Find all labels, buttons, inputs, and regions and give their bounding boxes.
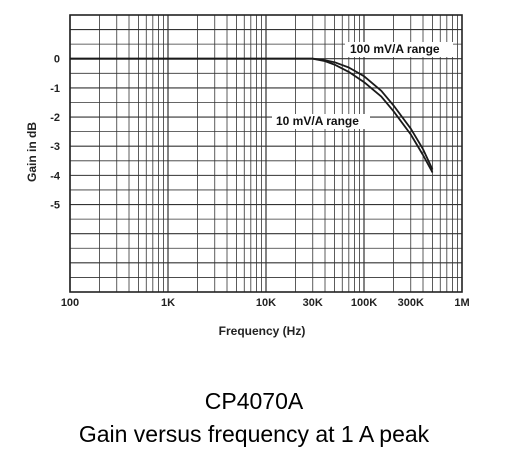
plot-frame [69, 14, 463, 293]
annotation-100mv-range: 100 mV/A range [350, 42, 440, 56]
annot-100mv-bg [345, 42, 453, 57]
x-tick-label: 100K [351, 297, 377, 309]
series-line-100mv [70, 57, 434, 170]
x-tick-label: 1K [161, 297, 175, 309]
x-tick-label: 1M [454, 297, 469, 309]
caption-model: CP4070A [204, 388, 304, 414]
gain-frequency-chart: 100 1K 10K 30K 100K 300K 1M 0 -1 -2 -3 -4 -5 100 mV… [25, 14, 470, 338]
series-layer [70, 57, 434, 173]
x-axis-title: Frequency (Hz) [219, 324, 306, 338]
x-tick-label: 30K [303, 297, 323, 309]
x-tick-label: 100 [61, 297, 79, 309]
y-tick-label: -4 [50, 170, 61, 182]
y-tick-label: -2 [50, 112, 60, 124]
y-axis-title: Gain in dB [25, 122, 39, 182]
minor-grid [70, 14, 462, 292]
y-tick-label: -1 [50, 83, 60, 95]
y-tick-label: -5 [50, 200, 60, 212]
x-tick-label: 300K [398, 297, 424, 309]
series-line-10mv [70, 57, 434, 173]
caption-description: Gain versus frequency at 1 A peak [78, 421, 430, 447]
annot-10mv-bg [272, 114, 370, 129]
x-tick-labels: 100 1K 10K 30K 100K 300K 1M [61, 297, 470, 309]
annotation-10mv-range: 10 mV/A range [276, 114, 359, 128]
y-tick-labels: 0 -1 -2 -3 -4 -5 [50, 54, 61, 212]
y-tick-label: -3 [50, 141, 60, 153]
x-tick-label: 10K [256, 297, 276, 309]
y-tick-label: 0 [54, 54, 60, 66]
